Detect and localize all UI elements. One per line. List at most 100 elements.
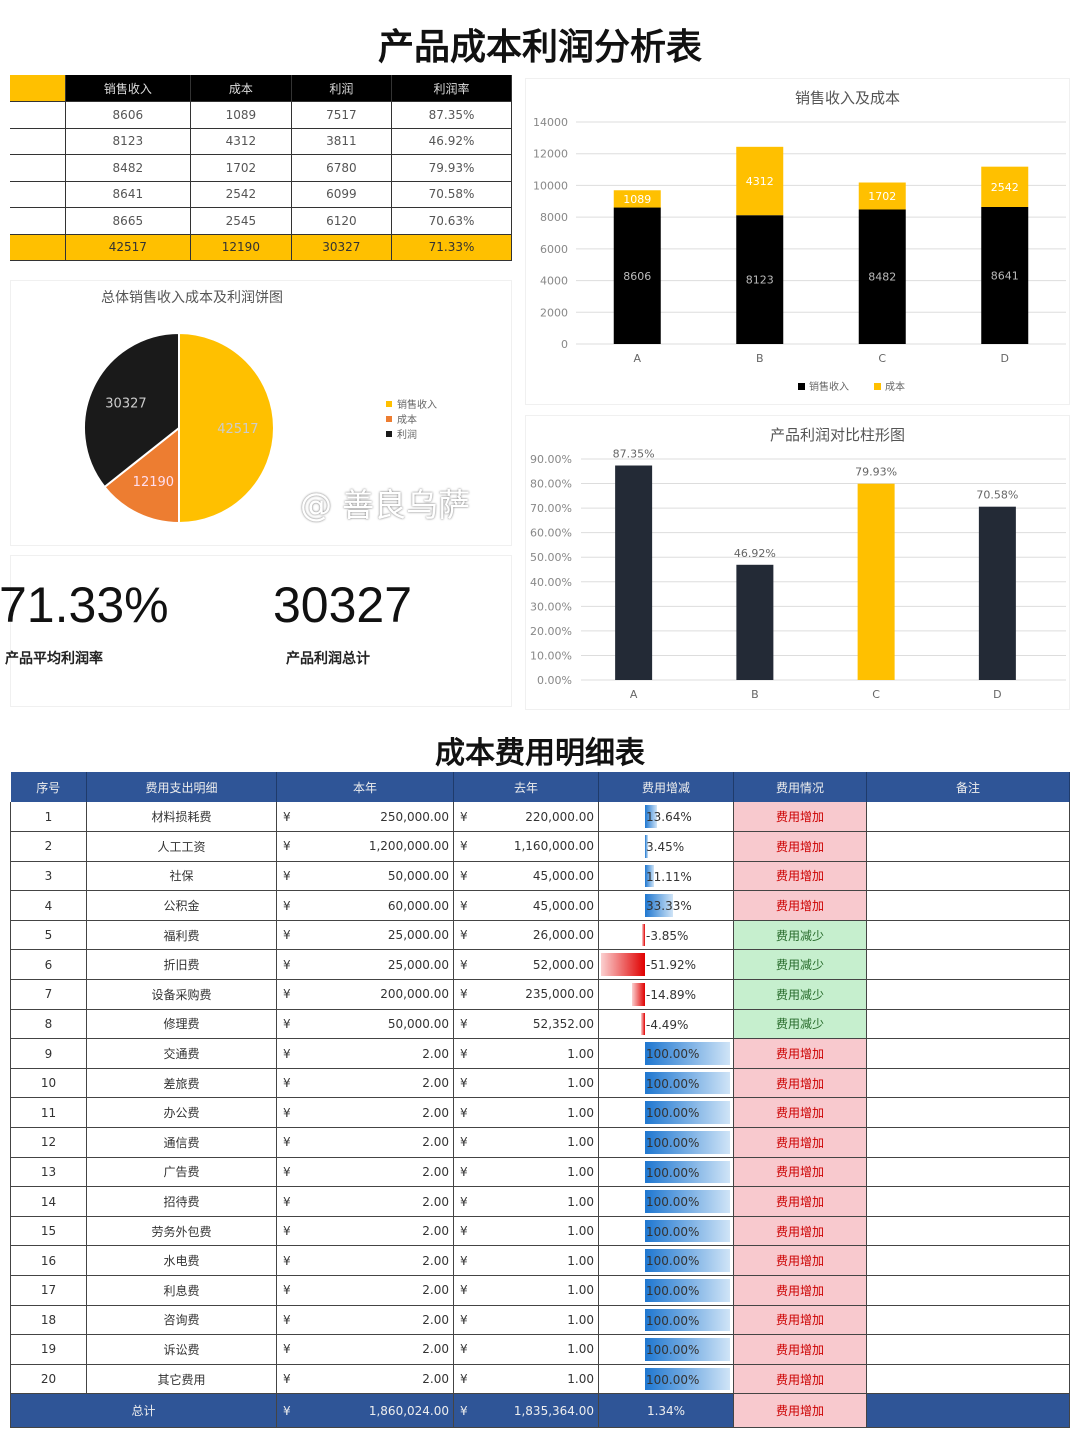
legend-swatch [386,416,392,422]
remark-cell[interactable] [866,1068,1070,1099]
increase-databar [645,1219,730,1243]
change-percent: -14.89% [646,988,697,1003]
remark-cell[interactable] [866,1334,1070,1365]
currency-symbol: ¥ [283,1372,291,1387]
remark-cell[interactable] [866,1186,1070,1217]
this-year-cell: ¥2.00 [276,1364,454,1395]
column-header: 成本 [190,75,292,102]
table-row: 8 修理费 ¥50,000.00 ¥52,352.00 -4.49% 费用减少 [10,1009,1070,1040]
y-tick-label: 60.00% [530,527,572,540]
remark-cell[interactable] [866,949,1070,981]
last-year-cell: ¥1.00 [453,1364,599,1395]
remark-cell[interactable] [866,920,1070,951]
currency-symbol: ¥ [460,1224,468,1239]
y-tick-label: 10.00% [530,649,572,662]
remark-cell[interactable] [866,1038,1070,1069]
bar-segment [981,206,1029,344]
row-number: 13 [10,1157,87,1188]
this-year-cell: ¥50,000.00 [276,861,454,892]
x-tick-label: A [633,352,641,365]
change-percent: 100.00% [646,1165,700,1180]
table-row: 8665 2545 6120 70.63% [10,207,512,235]
currency-symbol: ¥ [283,1312,291,1327]
currency-symbol: ¥ [283,1076,291,1091]
increase-databar [645,1131,730,1154]
column-header [10,75,66,102]
increase-databar [645,1190,730,1213]
currency-symbol: ¥ [460,957,468,972]
remark-cell[interactable] [866,1245,1070,1276]
remark-cell[interactable] [866,1157,1070,1188]
remark-cell[interactable] [866,1216,1070,1247]
remark-cell[interactable] [866,890,1070,921]
change-percent: 100.00% [646,1106,700,1121]
change-cell: 3.45% [598,831,734,862]
table-cell: 6780 [291,154,393,182]
total-remark [866,1393,1070,1429]
change-cell: 100.00% [598,1305,734,1336]
bar-segment [736,215,784,344]
expense-item: 咨询费 [86,1305,277,1336]
row-number: 10 [10,1068,87,1099]
remark-cell[interactable] [866,831,1070,862]
table-cell: 4312 [190,128,292,155]
row-number: 14 [10,1186,87,1217]
this-year-cell: ¥2.00 [276,1275,454,1306]
last-year-cell: ¥52,352.00 [453,1009,599,1040]
row-number: 20 [10,1364,87,1395]
last-year-cell: ¥1.00 [453,1157,599,1188]
expense-item: 公积金 [86,890,277,921]
change-cell: 100.00% [598,1275,734,1306]
remark-cell[interactable] [866,802,1070,833]
last-year-cell: ¥1.00 [453,1068,599,1099]
change-cell: 100.00% [598,1186,734,1217]
status-badge: 费用增加 [733,1068,867,1099]
expense-item: 人工工资 [86,831,277,862]
currency-symbol: ¥ [460,1403,468,1418]
last-year-cell: ¥45,000.00 [453,861,599,892]
y-tick-label: 20.00% [530,625,572,638]
table-row: 18 咨询费 ¥2.00 ¥1.00 100.00% 费用增加 [10,1305,1070,1336]
change-cell: 100.00% [598,1038,734,1069]
expense-item: 水电费 [86,1245,277,1276]
legend-label: 利润 [397,428,417,441]
last-year-cell: ¥1.00 [453,1334,599,1365]
last-year-cell: ¥220,000.00 [453,802,599,833]
remark-cell[interactable] [866,1364,1070,1395]
change-cell: 13.64% [598,802,734,833]
row-number: 3 [10,861,87,892]
currency-symbol: ¥ [283,1016,291,1031]
change-percent: 100.00% [646,1284,700,1298]
amount: 2.00 [422,1224,449,1239]
amount: 2.00 [422,1194,449,1209]
remark-cell[interactable] [866,1009,1070,1040]
this-year-cell: ¥60,000.00 [276,890,454,921]
change-percent: 11.11% [646,869,692,884]
profit-bar [736,564,774,680]
expense-item: 诉讼费 [86,1334,277,1365]
amount: 200,000.00 [380,987,449,1002]
remark-cell[interactable] [866,1275,1070,1306]
last-year-cell: ¥1.00 [453,1186,599,1217]
remark-cell[interactable] [866,1097,1070,1129]
table-row: 12 通信费 ¥2.00 ¥1.00 100.00% 费用增加 [10,1127,1070,1158]
table-cell: 8641 [65,181,192,208]
last-year-cell: ¥1,160,000.00 [453,831,599,862]
this-year-cell: ¥50,000.00 [276,1009,454,1040]
remark-cell[interactable] [866,861,1070,892]
status-badge: 费用增加 [733,1186,867,1217]
change-percent: 100.00% [646,1076,700,1091]
remark-cell[interactable] [866,979,1070,1010]
pie-chart-panel: 总体销售收入成本及利润饼图 42517 销售收入 12190 成本 30327 利润 [10,280,512,546]
y-tick-label: 8000 [540,211,568,224]
pie-chart: 42517 销售收入 12190 成本 30327 利润 [83,331,437,525]
last-year-cell: ¥1.00 [453,1305,599,1336]
remark-cell[interactable] [866,1305,1070,1336]
status-badge: 费用增加 [733,1157,867,1188]
amount: 1.00 [567,1224,594,1239]
table-cell [10,181,66,208]
row-number: 17 [10,1275,87,1306]
bar-data-label: 2542 [991,181,1019,194]
remark-cell[interactable] [866,1127,1070,1158]
change-cell: 100.00% [598,1245,734,1276]
